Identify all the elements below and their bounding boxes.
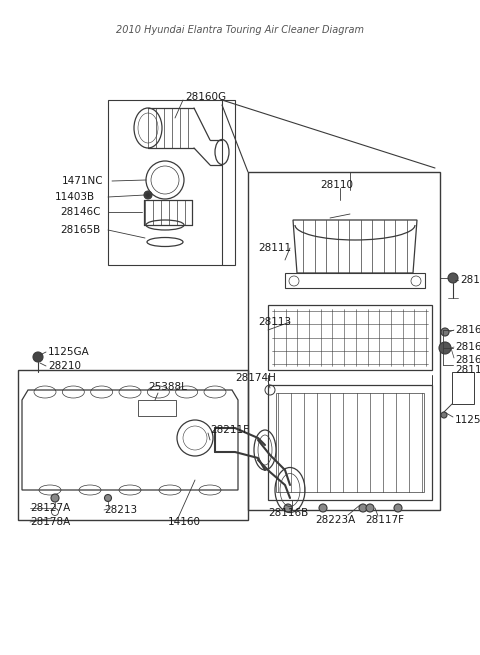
Circle shape — [439, 342, 451, 354]
Circle shape — [144, 191, 152, 199]
Bar — [268, 305, 432, 370]
Text: 14160: 14160 — [168, 517, 201, 527]
Text: 28210: 28210 — [48, 361, 81, 371]
Circle shape — [51, 494, 59, 502]
Text: 28213: 28213 — [104, 505, 137, 515]
Bar — [452, 372, 474, 404]
Text: 28110: 28110 — [320, 180, 353, 190]
Circle shape — [441, 328, 449, 336]
Circle shape — [441, 412, 447, 418]
Text: 28171: 28171 — [460, 275, 480, 285]
Bar — [268, 385, 432, 500]
Circle shape — [319, 504, 327, 512]
Text: 28111: 28111 — [258, 243, 291, 253]
Circle shape — [394, 504, 402, 512]
Circle shape — [145, 193, 151, 198]
Text: 28160: 28160 — [455, 342, 480, 352]
Bar — [285, 273, 425, 288]
Text: 28113: 28113 — [258, 317, 291, 327]
Circle shape — [366, 504, 374, 512]
Circle shape — [359, 504, 367, 512]
Text: 28223A: 28223A — [315, 515, 355, 525]
Text: 1125GA: 1125GA — [48, 347, 90, 357]
Text: 28160B: 28160B — [455, 355, 480, 365]
Text: 28160G: 28160G — [185, 92, 226, 102]
Circle shape — [105, 495, 111, 502]
Text: 28178A: 28178A — [30, 517, 70, 527]
Bar — [138, 400, 176, 416]
Text: 1471NC: 1471NC — [62, 176, 104, 186]
Bar — [276, 393, 424, 492]
Bar — [18, 370, 248, 520]
Text: 28174H: 28174H — [235, 373, 276, 383]
Text: 25388L: 25388L — [148, 382, 187, 392]
Text: 28146C: 28146C — [60, 207, 100, 217]
Text: 28165B: 28165B — [60, 225, 100, 235]
Bar — [248, 172, 440, 510]
Text: 2010 Hyundai Elantra Touring Air Cleaner Diagram: 2010 Hyundai Elantra Touring Air Cleaner… — [116, 25, 364, 35]
Text: 28211F: 28211F — [210, 425, 249, 435]
Text: 28127A: 28127A — [30, 503, 70, 513]
Text: 11403B: 11403B — [55, 192, 95, 202]
Circle shape — [33, 352, 43, 362]
Text: 28116B: 28116B — [268, 508, 308, 518]
Text: 28117F: 28117F — [365, 515, 404, 525]
Circle shape — [448, 273, 458, 283]
Text: 28161: 28161 — [455, 325, 480, 335]
Text: 1125AE: 1125AE — [455, 415, 480, 425]
Text: 28114C: 28114C — [455, 365, 480, 375]
Circle shape — [284, 504, 292, 512]
